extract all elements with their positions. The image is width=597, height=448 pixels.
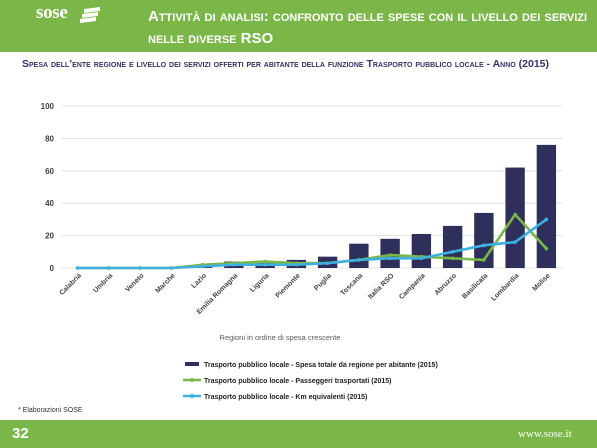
x-tick-label: Italia RSO [367,272,396,301]
series-point [138,266,142,270]
logo-text: sose [36,2,68,23]
x-tick-label: Liguria [249,272,271,294]
series-point [450,256,455,261]
series-point [482,258,486,262]
x-tick-label: Calabria [59,272,84,297]
series-point [325,261,330,265]
x-tick-label: Marche [155,272,177,294]
legend-label: Trasporto pubblico locale - Spesa totale… [204,362,438,369]
x-tick-label: Puglia [313,272,333,292]
series-point [294,262,299,267]
bar [442,225,463,268]
y-tick-label: 40 [45,199,54,208]
source-note: * Elaborazioni SOSE [18,407,83,414]
x-axis-title: Regioni in ordine di spesa crescente [220,333,341,342]
series-point [232,262,236,267]
series-line [77,218,548,270]
y-tick-label: 100 [41,102,55,111]
logo-stripes-icon [80,7,100,23]
legend-label: Trasporto pubblico locale - Km equivalen… [204,394,367,401]
series-point [169,266,174,270]
series-point [419,256,424,261]
series-point [450,250,455,254]
y-tick-label: 0 [50,264,55,273]
y-axis-ticks: 0 20 40 60 80 100 [41,102,55,273]
x-tick-label: Abruzzo [434,272,458,296]
x-tick-label: Molise [531,272,551,292]
series-point [544,246,549,251]
bar [349,243,369,268]
series-point [75,266,80,270]
bar-series [192,144,557,268]
series-point [513,240,517,244]
y-tick-label: 20 [45,232,54,241]
chart-title: Spesa dell’ente regione e livello dei se… [22,58,549,70]
sose-logo: sose [0,0,120,30]
x-tick-label: Piemonte [275,272,302,299]
legend-marker [190,394,194,398]
series-point [544,217,549,222]
series-point [263,262,267,267]
page-title: Attività di analisi: confronto delle spe… [148,8,588,47]
series-point [357,258,361,262]
footer-bar [0,420,597,448]
bar [536,144,557,268]
series-point [200,264,205,269]
website-link[interactable]: www.sose.it [518,428,572,440]
series-point [482,243,486,248]
legend-label: Trasporto pubblico locale - Passeggeri t… [204,378,392,385]
x-tick-label: Campania [398,272,427,301]
bar [505,167,525,268]
x-tick-label: Toscana [340,272,365,297]
chart: 0 20 40 60 80 100 Calabria Umbria Veneto Marche L… [41,102,562,401]
series-point [388,256,392,261]
x-tick-label: Umbria [92,272,114,294]
chart-legend: Trasporto pubblico locale - Spesa totale… [183,362,438,401]
x-tick-label: Lombardia [490,272,520,302]
legend-marker [190,378,194,382]
y-tick-label: 60 [45,167,54,176]
x-tick-label: Basilicata [461,272,489,300]
x-tick-label: Lazio [190,272,208,290]
y-tick-label: 80 [45,134,54,143]
page-number: 32 [12,425,29,442]
series-point [388,253,392,257]
bar [411,233,432,268]
series-point [263,259,267,264]
legend-swatch [185,362,199,366]
line-series [75,212,549,270]
series-point [107,266,111,270]
series-point [513,212,517,217]
x-tick-label: Veneto [124,272,145,293]
